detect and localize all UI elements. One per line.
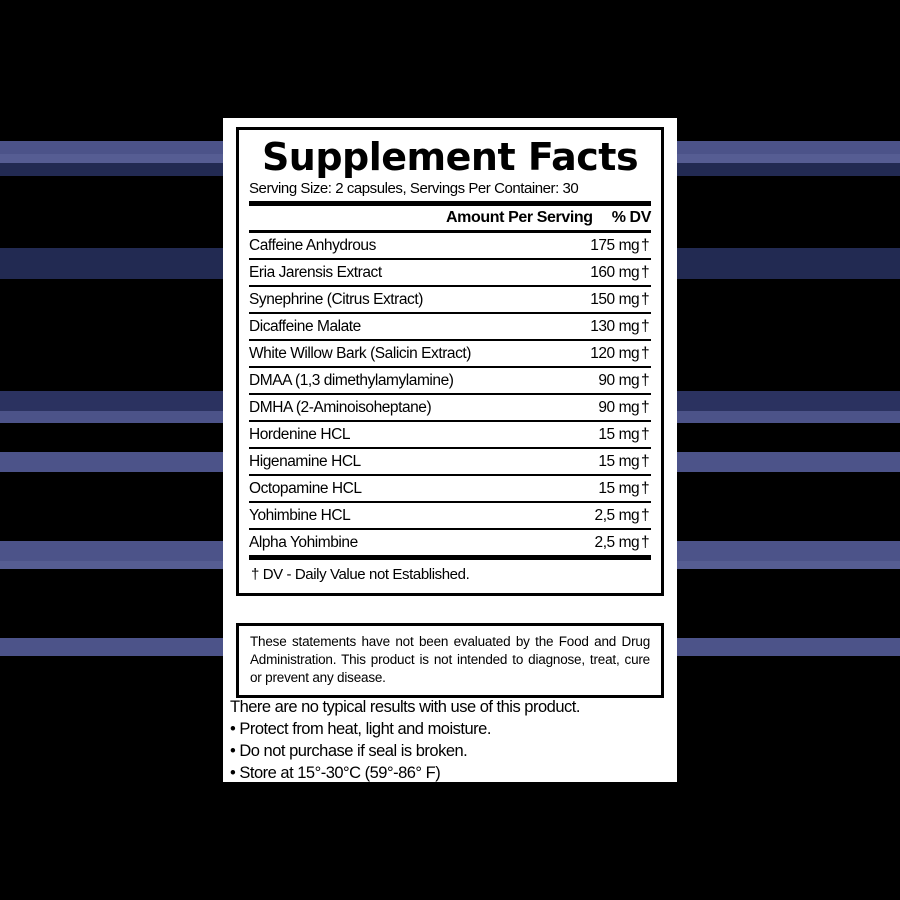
ingredient-percent-dv: † [639,474,651,502]
daily-value-footnote: † DV - Daily Value not Established. [251,566,470,583]
ingredient-name: Dicaffeine Malate [249,312,569,340]
ingredient-amount: 150 mg [568,285,640,313]
ingredient-name: Hordenine HCL [249,420,569,448]
table-header-row: Amount Per Serving % DV [249,206,651,230]
ingredient-amount: 90 mg [568,366,640,394]
serving-size-line: Serving Size: 2 capsules, Servings Per C… [249,180,579,197]
table-row: Alpha Yohimbine 2,5 mg † [249,528,651,555]
table-row: Synephrine (Citrus Extract) 150 mg † [249,285,651,313]
ingredient-percent-dv: † [641,237,650,254]
ingredient-amount: 2,5 mg [568,501,640,529]
supplement-label-panel: Supplement Facts Serving Size: 2 capsule… [223,118,677,782]
ingredient-percent-dv: † [639,528,651,555]
ingredient-percent-dv: † [639,447,651,475]
list-item: Do not purchase if seal is broken. [230,740,670,762]
supplement-facts-title: Supplement Facts [261,135,639,179]
table-row: White Willow Bark (Salicin Extract) 120 m… [249,339,651,367]
ingredient-percent-dv: † [639,258,651,286]
ingredient-percent-dv: † [639,339,651,367]
table-row: Caffeine Anhydrous 175 mg † [249,233,651,259]
table-row: DMHA (2-Aminoisoheptane) 90 mg † [249,393,651,421]
ingredient-percent-dv: † [639,501,651,529]
ingredient-percent-dv: † [639,366,651,394]
table-row: Eria Jarensis Extract 160 mg † [249,258,651,286]
ingredient-amount: 90 mg [568,393,640,421]
table-row: Higenamine HCL 15 mg † [249,447,651,475]
header-blank [249,206,446,230]
ingredient-name: Caffeine Anhydrous [249,237,376,254]
ingredient-amount: 120 mg [568,339,640,367]
header-rule-top [249,201,651,206]
table-rule-bottom [249,555,651,560]
ingredient-name: DMAA (1,3 dimethylamylamine) [249,366,569,394]
fda-disclaimer-text: These statements have not been evaluated… [250,634,650,685]
ingredient-amount: 2,5 mg [568,528,640,555]
list-item: Protect from heat, light and moisture. [230,718,670,740]
ingredient-amount: 15 mg [568,474,640,502]
table-row: Yohimbine HCL 2,5 mg † [249,501,651,529]
supplement-facts-box: Supplement Facts Serving Size: 2 capsule… [236,127,664,596]
header-percent-dv: % DV [611,209,652,226]
usage-notes-block: There are no typical results with use of… [230,696,670,784]
ingredient-name: Synephrine (Citrus Extract) [249,285,569,313]
notes-intro-line: There are no typical results with use of… [230,698,580,716]
ingredient-percent-dv: † [639,393,651,421]
ingredient-amount: 130 mg [568,312,640,340]
ingredient-name: Octopamine HCL [249,474,569,502]
ingredient-amount: 15 mg [568,447,640,475]
ingredient-table: Caffeine Anhydrous 175 mg † Eria Jarensis E… [249,233,651,555]
ingredient-percent-dv: † [639,420,651,448]
supplement-facts-table: Amount Per Serving % DV [249,206,651,230]
ingredient-name: Yohimbine HCL [249,501,569,529]
ingredient-name: Eria Jarensis Extract [249,258,569,286]
ingredient-percent-dv: † [639,285,651,313]
table-row: Hordenine HCL 15 mg † [249,420,651,448]
table-row: Octopamine HCL 15 mg † [249,474,651,502]
ingredient-amount: 175 mg [590,237,640,254]
header-amount-per-serving: Amount Per Serving [446,209,593,226]
ingredient-amount: 160 mg [568,258,640,286]
ingredient-percent-dv: † [639,312,651,340]
header-rule-bottom [249,230,651,233]
ingredient-amount: 15 mg [568,420,640,448]
table-row: Dicaffeine Malate 130 mg † [249,312,651,340]
ingredient-name: Alpha Yohimbine [249,528,569,555]
fda-disclaimer-box: These statements have not been evaluated… [236,623,664,698]
ingredient-name: DMHA (2-Aminoisoheptane) [249,393,569,421]
ingredient-name: White Willow Bark (Salicin Extract) [249,339,569,367]
table-row: DMAA (1,3 dimethylamylamine) 90 mg † [249,366,651,394]
list-item: Store at 15°-30°C (59°-86° F) [230,762,670,784]
ingredient-name: Higenamine HCL [249,447,569,475]
